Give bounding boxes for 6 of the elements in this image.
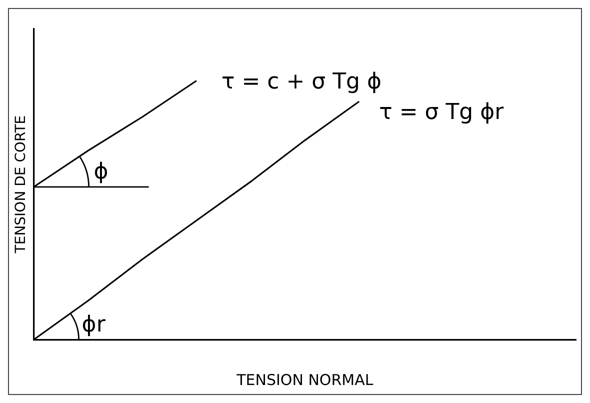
x-axis-title: TENSION NORMAL [236,370,374,389]
annotation: ϕr [82,312,106,338]
annotation: ϕ [94,160,108,185]
annotation: τ = σ Tg ϕr [379,100,505,126]
y-axis-title: TENSION DE CORTE [13,115,30,254]
annotation: τ = c + σ Tg ϕ [221,69,382,94]
